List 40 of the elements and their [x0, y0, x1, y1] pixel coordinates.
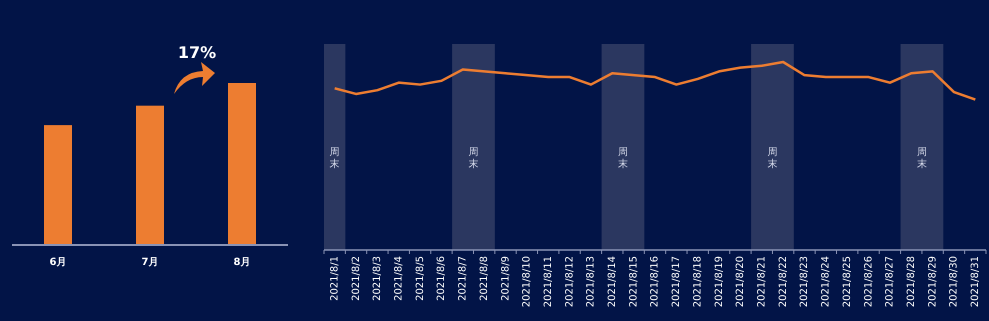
x-tick-label: 2021/8/1 [329, 256, 340, 301]
x-tick-label: 2021/8/17 [671, 256, 682, 308]
x-tick-label: 2021/8/31 [970, 256, 982, 308]
band-label: 周末 [767, 147, 778, 170]
x-tick-label: 6月 [50, 257, 66, 268]
x-tick-label: 2021/8/7 [458, 256, 469, 301]
x-tick-label: 2021/8/20 [735, 256, 746, 308]
band-label: 周末 [468, 147, 478, 170]
x-tick-label: 2021/8/3 [372, 256, 384, 301]
x-tick-label: 2021/8/21 [756, 256, 768, 308]
x-tick-label: 2021/8/27 [884, 256, 896, 308]
x-tick-label: 2021/8/16 [650, 256, 661, 308]
x-tick-label: 2021/8/6 [436, 256, 448, 301]
x-tick-label: 2021/8/30 [948, 256, 960, 308]
band-label: 周末 [916, 147, 927, 170]
x-tick-label: 2021/8/10 [522, 256, 533, 308]
x-tick-label: 2021/8/18 [692, 256, 704, 308]
x-tick-label: 2021/8/11 [542, 256, 554, 308]
x-tick-label: 2021/8/14 [607, 256, 618, 308]
x-tick-label: 2021/8/9 [500, 256, 512, 301]
x-tick-label: 2021/8/24 [820, 256, 832, 308]
x-tick-label: 2021/8/19 [714, 256, 725, 308]
x-tick-label: 2021/8/25 [842, 256, 853, 308]
x-tick-label: 2021/8/8 [478, 256, 490, 301]
x-tick-label: 2021/8/2 [350, 256, 362, 301]
x-tick-label: 2021/8/13 [586, 256, 597, 308]
band-label: 周末 [618, 147, 628, 170]
text: 17% [178, 43, 216, 62]
band-label: 周末 [330, 147, 340, 170]
x-tick-label: 2021/8/22 [778, 256, 789, 308]
x-tick-label: 8月 [234, 257, 250, 268]
x-tick-label: 2021/8/15 [628, 256, 640, 308]
x-tick-label: 2021/8/29 [927, 256, 938, 308]
x-tick-label: 7月 [142, 257, 158, 268]
x-tick-label: 2021/8/4 [393, 256, 404, 301]
x-tick-label: 2021/8/12 [564, 256, 576, 308]
x-tick-label: 2021/8/23 [799, 256, 810, 308]
x-tick-label: 2021/8/26 [863, 256, 874, 308]
x-tick-label: 2021/8/5 [414, 256, 426, 301]
x-tick-label: 2021/8/28 [906, 256, 917, 308]
